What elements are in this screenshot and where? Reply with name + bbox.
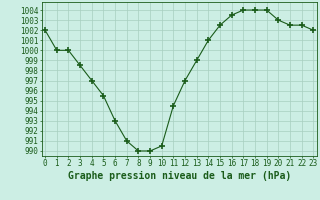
X-axis label: Graphe pression niveau de la mer (hPa): Graphe pression niveau de la mer (hPa) <box>68 171 291 181</box>
